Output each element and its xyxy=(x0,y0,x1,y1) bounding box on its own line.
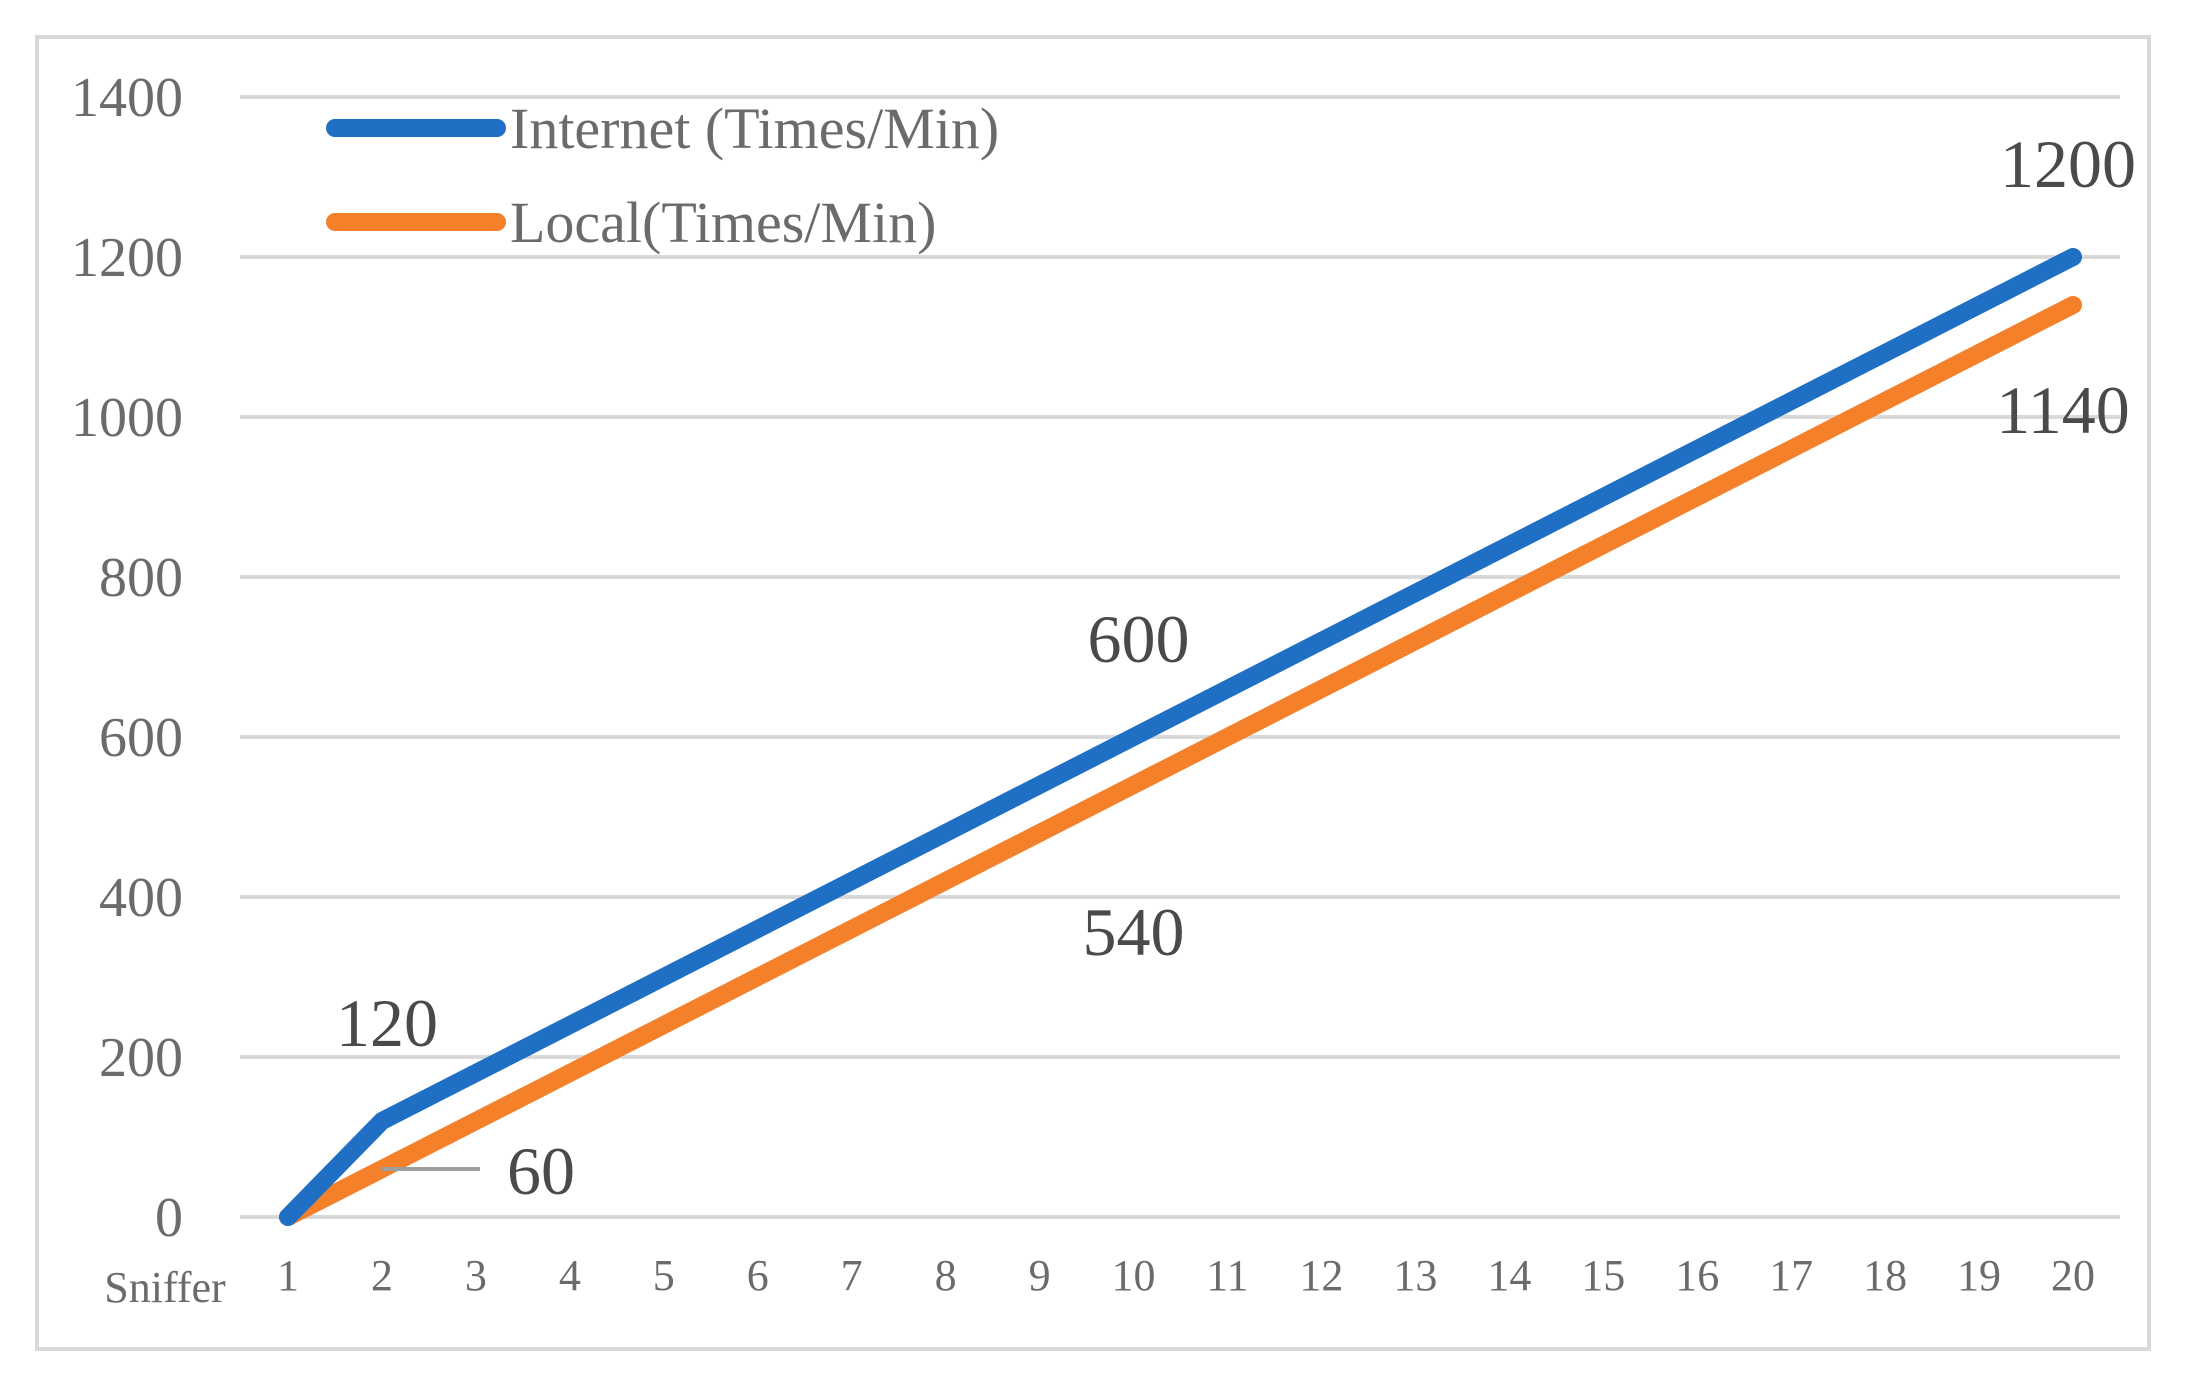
data-labels: 120 60 600 540 1200 1140 xyxy=(336,126,2136,1209)
data-label: 1200 xyxy=(2000,126,2136,202)
y-tick-label: 1400 xyxy=(71,67,183,129)
x-tick-label: 1 xyxy=(277,1251,299,1300)
y-axis-ticks: 0 200 400 600 800 1000 1200 1400 xyxy=(71,67,183,1249)
x-axis-ticks: 1 2 3 4 5 6 7 8 9 10 11 12 13 14 15 16 17 18 19 20 xyxy=(277,1251,2095,1300)
x-tick-label: 4 xyxy=(559,1251,581,1300)
x-tick-label: 7 xyxy=(841,1251,863,1300)
y-tick-label: 600 xyxy=(99,707,183,769)
legend-label: Internet (Times/Min) xyxy=(510,96,999,161)
series-line-0 xyxy=(279,248,2082,1226)
data-label: 60 xyxy=(507,1133,575,1209)
x-tick-label: 20 xyxy=(2051,1251,2095,1300)
x-tick-label: 8 xyxy=(935,1251,957,1300)
x-tick-label: 11 xyxy=(1206,1251,1248,1300)
series-line-1 xyxy=(279,296,2082,1226)
y-tick-label: 1200 xyxy=(71,227,183,289)
y-tick-label: 0 xyxy=(155,1187,183,1249)
x-tick-label: 14 xyxy=(1487,1251,1531,1300)
x-tick-label: 2 xyxy=(371,1251,393,1300)
x-tick-label: 18 xyxy=(1863,1251,1907,1300)
x-tick-label: 17 xyxy=(1769,1251,1813,1300)
data-label: 1140 xyxy=(1996,372,2129,448)
x-tick-label: 15 xyxy=(1581,1251,1625,1300)
data-label: 540 xyxy=(1083,894,1185,970)
x-axis-label: Sniffer xyxy=(104,1263,226,1312)
x-tick-label: 13 xyxy=(1393,1251,1437,1300)
y-tick-label: 800 xyxy=(99,547,183,609)
x-tick-label: 10 xyxy=(1112,1251,1156,1300)
gridlines xyxy=(240,95,2120,1219)
x-tick-label: 9 xyxy=(1029,1251,1051,1300)
x-tick-label: 6 xyxy=(747,1251,769,1300)
legend: Internet (Times/Min) Local(Times/Min) xyxy=(326,96,999,255)
y-tick-label: 1000 xyxy=(71,387,183,449)
data-label: 120 xyxy=(336,985,438,1061)
legend-label: Local(Times/Min) xyxy=(510,190,936,255)
y-tick-label: 400 xyxy=(99,867,183,929)
x-tick-label: 12 xyxy=(1299,1251,1343,1300)
series-lines xyxy=(279,248,2082,1226)
x-tick-label: 19 xyxy=(1957,1251,2001,1300)
x-tick-label: 5 xyxy=(653,1251,675,1300)
x-tick-label: 3 xyxy=(465,1251,487,1300)
y-tick-label: 200 xyxy=(99,1027,183,1089)
x-tick-label: 16 xyxy=(1675,1251,1719,1300)
data-label: 600 xyxy=(1088,601,1190,677)
